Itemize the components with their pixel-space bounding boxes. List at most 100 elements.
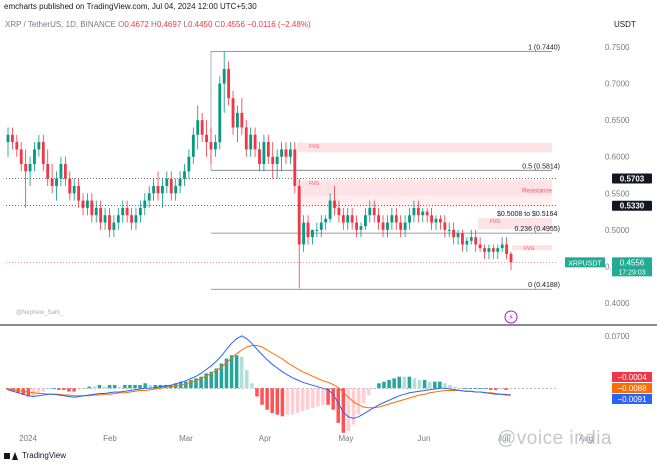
macd-axis-tick: 0.0700 [605,332,630,341]
symbol-badge: XRPUSDT [568,260,602,267]
candle-body [478,244,482,249]
candle-body [469,237,473,241]
macd-histogram-bar [138,384,142,389]
macd-histogram-bar [199,376,203,389]
candle-body [386,222,389,230]
macd-histogram-bar [51,388,56,390]
fvg-zone [297,142,552,153]
level-badge-bg [612,173,652,184]
macd-histogram-bar [250,383,254,389]
macd-histogram-bar [306,388,310,410]
macd-histogram-bar [387,380,391,389]
ohlc-legend: XRP / TetherUS, 1D, BINANCE O0.4672 H0.4… [5,20,311,29]
time-axis-tick: Jul [498,434,508,443]
symbol-line: XRP / TetherUS, 1D, BINANCE [5,20,116,29]
macd-histogram-bar [377,383,381,389]
candle-body [130,215,133,223]
candle-body [222,68,226,84]
macd-histogram-bar [280,388,285,417]
candle-body [33,149,36,165]
candle-body [509,253,513,263]
macd-histogram-bar [255,388,259,397]
candle-body [266,142,270,157]
price-axis-tick: 0.6500 [605,116,630,125]
macd-histogram-bar [453,386,457,389]
footer-brand[interactable]: TradingView [4,451,66,460]
time-axis-tick: 2024 [19,434,37,443]
macd-histogram-bar [148,384,153,389]
resistance-label: Resistance [522,188,552,194]
candle-body [319,222,323,230]
candle-body [81,200,85,208]
macd-histogram-bar [82,388,86,390]
candle-body [227,68,231,99]
macd-line [7,335,512,419]
macd-histogram-bar [87,386,92,389]
macd-histogram-bar [260,388,264,405]
candle-body [94,207,98,216]
candle-body [324,218,328,223]
candle-body [112,222,116,230]
price-axis-tick: 0.5000 [605,226,630,235]
bolt-glyph: ⚡ [508,313,514,322]
fvg-label: FVG [524,246,534,252]
candle-body [399,222,403,230]
macd-histogram-bar [504,388,508,390]
macd-histogram-bar [265,388,269,410]
price-axis-tick: 0.6000 [605,153,630,162]
candle-body [24,164,28,172]
candle-body [438,218,442,223]
candle-body [412,207,416,216]
candle-body [156,185,160,194]
candle-body [359,226,363,230]
fvg-label: FVG [309,144,319,150]
macd-histogram-bar [443,383,447,389]
macd-histogram-bar [473,388,478,390]
macd-histogram-bar [499,388,503,390]
macd-badge-bg [612,372,652,382]
macd-value-badge: −0.0091 [617,395,647,404]
macd-histogram-bar [321,388,325,405]
macd-histogram-bar [245,370,249,389]
candle-body [297,185,301,245]
ohlc-c-label: C [214,20,221,29]
macd-histogram-bar [493,388,498,390]
candle-body [6,134,10,143]
macd-histogram-bar [97,384,102,389]
candle-body [41,142,45,165]
macd-histogram-bar [392,378,396,389]
ohlc-high: 0.4697 [156,20,182,29]
fvg-zone [512,245,552,251]
candle-body [196,120,200,135]
candle-body [315,229,319,231]
candle-body [350,215,354,223]
macd-histogram-bar [488,388,493,390]
macd-histogram-bar [133,384,137,389]
fvg-range-annotation: $0.5008 to $0.5164 [497,211,557,218]
candle-body [121,207,125,216]
macd-histogram-bar [107,384,112,389]
candle-body [474,237,478,245]
fib-level-label: 1 (0.7440) [528,44,560,51]
candle-body [209,142,213,150]
candle-body [72,185,76,194]
candle-body [288,149,292,157]
candle-body [68,178,72,194]
macd-histogram-bar [356,388,361,415]
fvg-zone [478,217,552,230]
macd-histogram-bar [311,388,315,409]
candle-body [55,178,58,186]
candle-body [262,142,266,165]
macd-badge-bg [612,383,652,393]
macd-histogram-bar [118,386,122,389]
macd-histogram-bar [422,380,427,389]
macd-histogram-bar [336,388,341,423]
candle-body [425,211,429,216]
macd-histogram-bar [458,388,462,390]
candle-body [381,222,385,230]
macd-histogram-bar [402,376,407,389]
candle-body [19,149,23,165]
candle-body [328,200,332,219]
candle-body [368,207,372,216]
